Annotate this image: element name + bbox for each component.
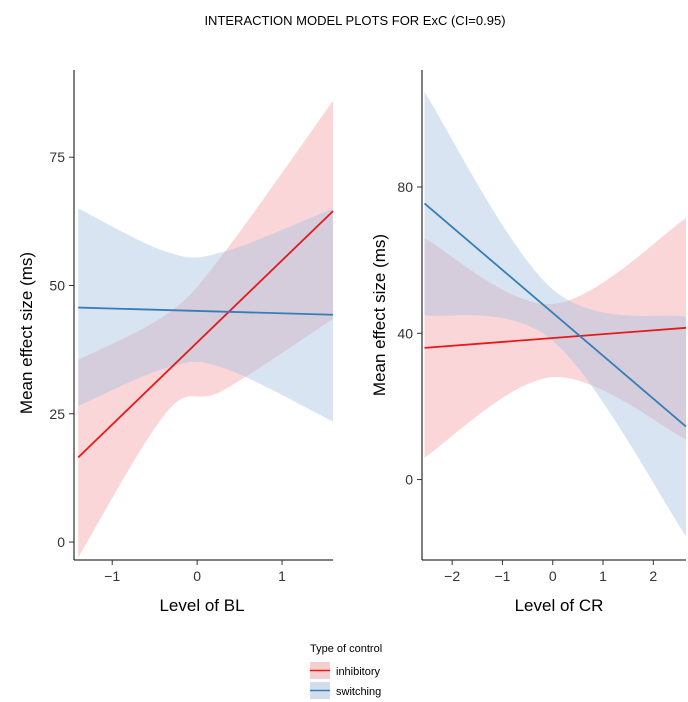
x-tick-label-cr-0: −2 [444,568,460,584]
y-tick-label-bl-2: 50 [49,277,65,293]
x-tick-label-bl-2: 1 [278,568,286,584]
y-tick-label-bl-1: 25 [49,406,65,422]
figure-title: INTERACTION MODEL PLOTS FOR ExC (CI=0.95… [204,13,505,28]
panel-bl: Mean effect size (ms) Level of BL 0 25 50 7… [17,70,334,615]
ci-band-inhibitory-bl [78,100,333,558]
y-tick-label-bl-3: 75 [49,149,65,165]
legend-label-switching: switching [336,686,381,698]
series-line-switching-cr [423,202,687,428]
x-axis-title-bl: Level of BL [159,596,244,615]
series-line-inhibitory-cr [424,326,687,349]
ci-band-switching-bl [78,208,333,422]
series-line-inhibitory-bl [77,210,334,459]
legend-label-inhibitory: inhibitory [336,666,381,678]
x-tick-label-cr-3: 1 [599,568,607,584]
legend: Type of control inhibitory switching [310,643,382,699]
x-tick-label-cr-1: −1 [494,568,510,584]
legend-title: Type of control [310,643,382,655]
y-tick-label-bl-0: 0 [57,534,65,550]
x-tick-label-cr-4: 2 [649,568,657,584]
y-tick-label-cr-0: 0 [405,472,413,488]
x-axis-title-cr: Level of CR [515,596,604,615]
x-tick-label-cr-2: 0 [549,568,557,584]
y-tick-label-cr-1: 40 [397,325,413,341]
y-tick-label-cr-2: 80 [397,179,413,195]
y-axis-title-bl: Mean effect size (ms) [17,252,36,414]
panel-cr: Mean effect size (ms) Level of CR 0 40 80 −… [370,70,687,615]
x-tick-label-bl-0: −1 [104,568,120,584]
series-line-switching-bl [78,306,334,316]
y-axis-title-cr: Mean effect size (ms) [370,234,389,396]
x-tick-label-bl-1: 0 [193,568,201,584]
